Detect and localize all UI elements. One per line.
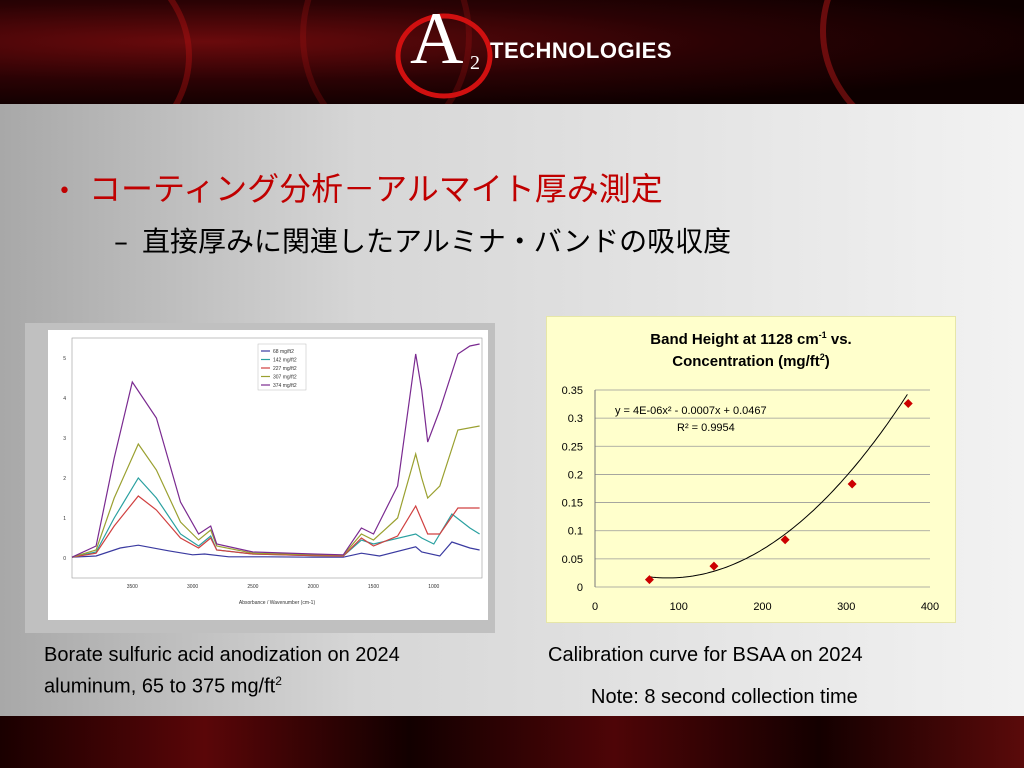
chart-title-line2: Concentration (mg/ft2) bbox=[672, 352, 830, 370]
chart-title-text: ) bbox=[825, 353, 830, 370]
y-tick-label: 5 bbox=[63, 356, 66, 362]
left-caption-line1: Borate sulfuric acid anodization on 2024 bbox=[44, 644, 400, 666]
x-tick-label: 3500 bbox=[127, 584, 138, 590]
y-tick-label: 4 bbox=[63, 396, 66, 402]
x-tick-label: 0 bbox=[592, 601, 598, 613]
spectrum-chart: 0 1 2 3 4 5 3500 3000 2500 2000 1500 1000 Absorbance… bbox=[63, 337, 483, 606]
data-point bbox=[709, 561, 719, 571]
x-tick-label: 1500 bbox=[368, 584, 379, 590]
left-caption-line2: aluminum, 65 to 375 mg/ft2 bbox=[44, 674, 282, 699]
sub-bullet-text: 直接厚みに関連したアルミナ・バンドの吸収度 bbox=[142, 225, 732, 258]
y-tick-label: 0 bbox=[577, 582, 583, 594]
chart-title-text: Band Height at 1128 cm bbox=[650, 331, 818, 348]
legend-label: 374 mg/ft2 bbox=[273, 383, 297, 389]
x-tick-label: 300 bbox=[837, 601, 855, 613]
left-caption-text: aluminum, 65 to 375 mg/ft bbox=[44, 675, 276, 698]
dash-icon: – bbox=[114, 225, 128, 258]
y-tick-label: 3 bbox=[63, 436, 66, 442]
logo-name: TECHNOLOGIES bbox=[490, 38, 673, 63]
footer-banner bbox=[0, 716, 1024, 768]
y-tick-label: 0.2 bbox=[568, 469, 583, 481]
decorative-streak bbox=[300, 0, 472, 104]
x-tick-label: 200 bbox=[753, 601, 771, 613]
bullet-heading: • コーティング分析－アルマイト厚み測定 bbox=[58, 164, 663, 210]
legend-label: 142 mg/ft2 bbox=[273, 358, 297, 364]
right-caption-line2: Note: 8 second collection time bbox=[591, 686, 858, 708]
data-point bbox=[780, 535, 790, 545]
spectrum-chart-panel: 0 1 2 3 4 5 3500 3000 2500 2000 1500 1000 Absorbance… bbox=[48, 330, 488, 620]
plot-area bbox=[71, 337, 483, 579]
y-tick-label: 0.25 bbox=[562, 441, 583, 453]
x-tick-label: 2000 bbox=[308, 584, 319, 590]
y-tick-label: 0 bbox=[63, 556, 66, 562]
x-tick-label: 2500 bbox=[247, 584, 258, 590]
left-caption-sup: 2 bbox=[275, 674, 282, 688]
y-tick-label: 0.05 bbox=[562, 554, 583, 566]
equation-label: y = 4E-06x² - 0.0007x + 0.0467 bbox=[615, 405, 767, 417]
sub-bullet: – 直接厚みに関連したアルミナ・バンドの吸収度 bbox=[114, 220, 731, 260]
trendline bbox=[649, 394, 908, 579]
y-tick-label: 0.1 bbox=[568, 526, 583, 538]
y-tick-label: 0.3 bbox=[568, 413, 583, 425]
chart-title-text: vs. bbox=[827, 331, 852, 348]
x-tick-label: 3000 bbox=[187, 584, 198, 590]
company-logo bbox=[395, 13, 493, 99]
x-tick-label: 400 bbox=[921, 601, 939, 613]
chart-title-sup: -1 bbox=[819, 330, 827, 340]
legend-label: 307 mg/ft2 bbox=[273, 375, 297, 381]
logo-ring bbox=[395, 13, 493, 99]
decorative-streak bbox=[820, 0, 1024, 104]
series-line bbox=[71, 343, 480, 558]
bullet-heading-text: コーティング分析－アルマイト厚み測定 bbox=[88, 170, 663, 208]
legend-label: 68 mg/ft2 bbox=[273, 349, 294, 355]
calibration-chart-panel: Band Height at 1128 cm-1 vs. Concentratio… bbox=[546, 316, 956, 623]
series-line bbox=[71, 425, 480, 558]
calibration-chart: Band Height at 1128 cm-1 vs. Concentratio… bbox=[562, 330, 940, 613]
y-tick-label: 1 bbox=[63, 516, 66, 522]
data-point bbox=[847, 479, 857, 489]
right-caption-line1: Calibration curve for BSAA on 2024 bbox=[548, 644, 863, 666]
chart-title-text: Concentration (mg/ft bbox=[672, 353, 820, 370]
decorative-streak bbox=[0, 0, 192, 104]
x-axis-label: Absorbance / Wavenumber (cm-1) bbox=[239, 600, 316, 606]
data-point bbox=[644, 575, 654, 585]
series-line bbox=[71, 541, 480, 558]
y-tick-label: 0.35 bbox=[562, 385, 583, 397]
series-line bbox=[71, 476, 480, 558]
legend-box bbox=[257, 343, 307, 391]
x-tick-label: 100 bbox=[670, 601, 688, 613]
bullet-dot-icon: • bbox=[58, 178, 71, 204]
header-banner bbox=[0, 0, 1024, 104]
legend-label: 227 mg/ft2 bbox=[273, 366, 297, 372]
data-point bbox=[903, 399, 913, 409]
logo-subscript: 2 bbox=[470, 52, 480, 74]
y-tick-label: 2 bbox=[63, 476, 66, 482]
y-tick-label: 0.15 bbox=[562, 498, 583, 510]
chart-title-sup: 2 bbox=[820, 352, 825, 362]
r-squared-label: R² = 0.9954 bbox=[677, 422, 735, 434]
chart-title-line1: Band Height at 1128 cm-1 vs. bbox=[650, 330, 851, 348]
x-tick-label: 1000 bbox=[428, 584, 439, 590]
logo-letter: A bbox=[410, 0, 464, 80]
series-line bbox=[71, 495, 480, 558]
